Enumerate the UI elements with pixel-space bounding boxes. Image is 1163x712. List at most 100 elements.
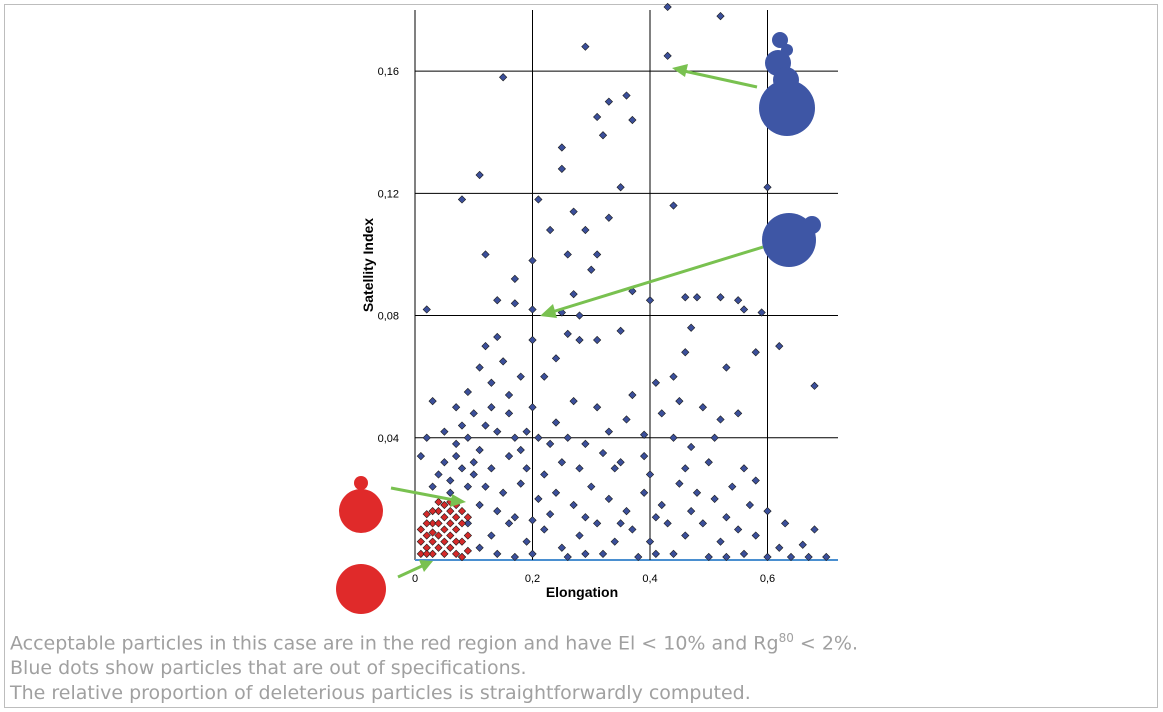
red-data-point xyxy=(428,549,437,558)
blue-data-point xyxy=(698,403,707,412)
blue-data-point xyxy=(692,293,702,302)
blue-data-point xyxy=(775,342,784,351)
blue-data-point xyxy=(610,537,619,546)
blue-data-point xyxy=(751,348,760,357)
blue-data-point xyxy=(481,421,490,430)
red-data-point xyxy=(440,500,449,510)
blue-data-point xyxy=(434,470,443,479)
red-data-point xyxy=(446,507,455,516)
caption-line-3: The relative proportion of deleterious p… xyxy=(10,682,751,705)
blue-data-point xyxy=(475,170,484,180)
blue-data-point xyxy=(663,2,672,12)
red-data-point xyxy=(428,507,437,516)
blue-data-point xyxy=(593,519,602,528)
blue-data-point xyxy=(469,458,478,467)
blue-data-point xyxy=(587,265,596,274)
blue-data-point xyxy=(446,476,455,485)
red-data-point xyxy=(422,510,431,519)
blue-data-point xyxy=(763,507,772,516)
blue-data-point xyxy=(499,73,508,82)
blue-data-point xyxy=(593,403,602,412)
blue-data-point xyxy=(587,482,596,491)
blue-data-point xyxy=(581,549,590,558)
blue-data-point xyxy=(551,418,561,427)
blue-data-point xyxy=(628,115,637,125)
red-data-point xyxy=(428,528,437,537)
blue-data-point xyxy=(687,323,696,332)
red-data-point xyxy=(416,537,425,546)
blue-data-point xyxy=(557,543,566,552)
blue-data-point xyxy=(681,464,690,473)
blue-data-point xyxy=(422,305,431,314)
blue-data-point xyxy=(687,442,696,452)
blue-data-point xyxy=(463,519,472,528)
blue-data-point xyxy=(563,329,572,338)
blue-data-point xyxy=(428,397,437,406)
blue-data-point xyxy=(739,464,749,473)
red-data-point xyxy=(463,531,472,540)
red-data-point xyxy=(434,531,443,540)
blue-data-point xyxy=(622,91,631,100)
y-tick-label: 0,12 xyxy=(378,188,399,200)
blue-data-point xyxy=(575,464,584,473)
blue-data-point xyxy=(716,537,725,546)
blue-data-point xyxy=(504,452,514,461)
blue-data-point xyxy=(657,500,666,510)
blue-data-point xyxy=(651,513,660,522)
blue-data-point xyxy=(645,470,655,479)
blue-data-point xyxy=(710,433,719,442)
blue-data-point xyxy=(499,357,508,366)
blue-data-point xyxy=(516,479,525,488)
blue-data-point xyxy=(804,552,813,562)
blue-data-point xyxy=(651,378,660,387)
blue-data-point xyxy=(722,513,731,522)
blue-data-point xyxy=(528,305,537,314)
caption-line-1: Acceptable particles in this case are in… xyxy=(10,626,1150,656)
data-points xyxy=(416,2,831,562)
blue-data-point xyxy=(745,500,754,510)
blue-data-point xyxy=(522,427,531,436)
red-data-point xyxy=(446,519,455,528)
blue-data-point xyxy=(739,305,749,314)
blue-data-point xyxy=(510,299,519,308)
caption-line-1-superscript: 80 xyxy=(778,631,794,645)
blue-data-point xyxy=(610,464,619,473)
blue-data-point xyxy=(628,525,637,534)
blue-data-point xyxy=(710,494,719,503)
blue-data-point xyxy=(663,51,672,60)
blue-data-point xyxy=(763,552,772,562)
blue-data-point xyxy=(675,397,684,406)
blue-data-point xyxy=(522,464,531,473)
blue-data-point xyxy=(457,421,467,430)
blue-data-point xyxy=(645,296,655,305)
blue-data-point xyxy=(781,519,790,528)
y-tick-label: 0,04 xyxy=(378,433,399,445)
red-data-point xyxy=(463,546,472,555)
blue-data-point xyxy=(463,433,472,442)
blue-data-point xyxy=(645,537,655,546)
blue-data-point xyxy=(739,549,749,558)
blue-data-point xyxy=(440,458,449,467)
blue-data-point xyxy=(722,552,731,562)
blue-data-point xyxy=(516,372,525,381)
blue-data-point xyxy=(516,445,525,455)
blue-data-point xyxy=(504,519,514,528)
blue-data-point xyxy=(763,183,772,192)
y-axis-title: Satellity Index xyxy=(360,218,376,312)
blue-data-point xyxy=(557,164,566,173)
blue-data-point xyxy=(657,409,666,418)
red-data-point xyxy=(440,537,449,546)
blue-data-point xyxy=(469,409,478,418)
red-data-point xyxy=(463,513,472,522)
blue-data-point xyxy=(481,250,490,259)
blue-data-point xyxy=(640,430,649,439)
blue-data-point xyxy=(416,452,425,461)
blue-data-point xyxy=(569,290,578,299)
blue-data-point xyxy=(540,372,549,381)
blue-data-point xyxy=(481,342,490,351)
blue-data-point xyxy=(716,293,725,302)
blue-data-point xyxy=(681,531,690,540)
blue-data-point xyxy=(569,397,578,406)
blue-data-point xyxy=(622,415,631,424)
blue-data-point xyxy=(534,433,543,442)
